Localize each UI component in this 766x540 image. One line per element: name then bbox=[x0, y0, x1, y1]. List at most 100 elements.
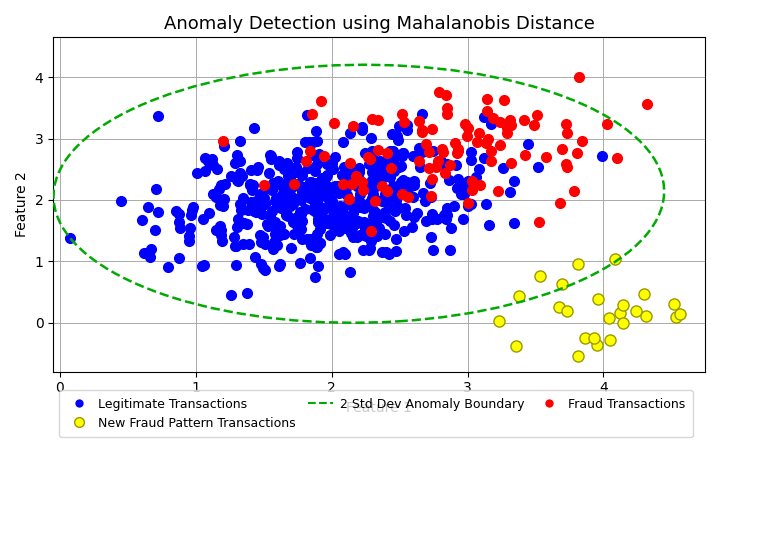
Legitimate Transactions bbox=[312, 194, 324, 203]
Legitimate Transactions bbox=[425, 210, 437, 218]
New Fraud Pattern Transactions bbox=[604, 335, 616, 344]
Legitimate Transactions bbox=[292, 166, 304, 175]
Fraud Transactions bbox=[450, 148, 463, 157]
Legitimate Transactions bbox=[401, 191, 414, 199]
Legitimate Transactions bbox=[301, 235, 313, 244]
Fraud Transactions bbox=[441, 103, 453, 112]
Legitimate Transactions bbox=[289, 168, 301, 177]
Legitimate Transactions bbox=[358, 217, 371, 226]
Legitimate Transactions bbox=[351, 218, 363, 227]
Legitimate Transactions bbox=[376, 248, 388, 256]
Legitimate Transactions bbox=[236, 172, 248, 180]
Legitimate Transactions bbox=[275, 179, 287, 188]
Fraud Transactions bbox=[601, 119, 613, 128]
Legitimate Transactions bbox=[373, 224, 385, 233]
Legitimate Transactions bbox=[388, 221, 401, 230]
Legitimate Transactions bbox=[234, 206, 247, 214]
Legitimate Transactions bbox=[293, 193, 306, 202]
Legitimate Transactions bbox=[270, 218, 282, 226]
Legitimate Transactions bbox=[368, 194, 380, 202]
Legitimate Transactions bbox=[462, 176, 474, 185]
Legitimate Transactions bbox=[64, 234, 76, 242]
Legitimate Transactions bbox=[351, 197, 363, 205]
Legitimate Transactions bbox=[378, 162, 391, 171]
Legitimate Transactions bbox=[313, 150, 325, 159]
Legitimate Transactions bbox=[216, 237, 228, 245]
Legitimate Transactions bbox=[251, 162, 264, 171]
Legitimate Transactions bbox=[345, 200, 357, 209]
Fraud Transactions bbox=[315, 96, 327, 105]
Legitimate Transactions bbox=[309, 200, 321, 208]
Fraud Transactions bbox=[385, 164, 397, 172]
Legitimate Transactions bbox=[203, 209, 215, 218]
New Fraud Pattern Transactions bbox=[640, 312, 652, 320]
Legitimate Transactions bbox=[316, 173, 329, 182]
Legitimate Transactions bbox=[323, 192, 336, 201]
Legitimate Transactions bbox=[186, 206, 198, 215]
Fraud Transactions bbox=[556, 145, 568, 153]
Legitimate Transactions bbox=[368, 156, 380, 164]
Fraud Transactions bbox=[431, 157, 444, 165]
Legitimate Transactions bbox=[373, 178, 385, 186]
Legitimate Transactions bbox=[408, 181, 420, 190]
Legitimate Transactions bbox=[384, 146, 396, 155]
Legitimate Transactions bbox=[287, 200, 300, 208]
Legitimate Transactions bbox=[355, 179, 367, 188]
Fraud Transactions bbox=[571, 149, 583, 158]
Legitimate Transactions bbox=[376, 172, 388, 181]
Legitimate Transactions bbox=[441, 160, 453, 168]
Legitimate Transactions bbox=[406, 223, 418, 232]
Legitimate Transactions bbox=[310, 243, 322, 252]
Fraud Transactions bbox=[433, 88, 445, 97]
Legitimate Transactions bbox=[389, 246, 401, 255]
Legitimate Transactions bbox=[210, 226, 222, 234]
Fraud Transactions bbox=[452, 146, 464, 155]
Legitimate Transactions bbox=[312, 217, 324, 226]
Legitimate Transactions bbox=[448, 201, 460, 210]
Legitimate Transactions bbox=[198, 260, 210, 269]
Legitimate Transactions bbox=[322, 195, 335, 204]
Legitimate Transactions bbox=[371, 158, 383, 167]
Legitimate Transactions bbox=[360, 232, 372, 241]
Fraud Transactions bbox=[611, 154, 623, 163]
Legitimate Transactions bbox=[306, 206, 319, 214]
Legitimate Transactions bbox=[388, 188, 400, 197]
Legitimate Transactions bbox=[219, 180, 231, 188]
Legitimate Transactions bbox=[351, 174, 363, 183]
Legitimate Transactions bbox=[231, 223, 243, 232]
Legitimate Transactions bbox=[267, 244, 279, 253]
Fraud Transactions bbox=[366, 115, 378, 124]
Legitimate Transactions bbox=[316, 178, 328, 186]
Legitimate Transactions bbox=[390, 196, 402, 205]
Legitimate Transactions bbox=[258, 200, 270, 208]
Legitimate Transactions bbox=[290, 147, 303, 156]
Legitimate Transactions bbox=[425, 232, 437, 241]
Legitimate Transactions bbox=[455, 185, 467, 193]
Legitimate Transactions bbox=[386, 197, 398, 205]
Legitimate Transactions bbox=[309, 166, 321, 175]
X-axis label: Feature 1: Feature 1 bbox=[346, 401, 412, 415]
Legitimate Transactions bbox=[333, 249, 345, 258]
Legitimate Transactions bbox=[152, 112, 164, 121]
Fraud Transactions bbox=[459, 119, 471, 128]
Legitimate Transactions bbox=[312, 261, 324, 270]
Legitimate Transactions bbox=[387, 181, 399, 190]
Legitimate Transactions bbox=[369, 224, 381, 232]
Legitimate Transactions bbox=[234, 169, 246, 178]
Fraud Transactions bbox=[486, 147, 498, 156]
Legitimate Transactions bbox=[362, 225, 374, 233]
Legitimate Transactions bbox=[149, 226, 161, 234]
Legitimate Transactions bbox=[225, 291, 237, 299]
Legitimate Transactions bbox=[385, 198, 397, 207]
Legitimate Transactions bbox=[346, 224, 358, 232]
Legitimate Transactions bbox=[341, 190, 353, 199]
Legitimate Transactions bbox=[205, 154, 218, 163]
Legitimate Transactions bbox=[319, 184, 332, 192]
Legitimate Transactions bbox=[290, 153, 303, 162]
Legitimate Transactions bbox=[262, 222, 274, 231]
Legitimate Transactions bbox=[295, 210, 307, 218]
Legitimate Transactions bbox=[228, 232, 240, 241]
Legitimate Transactions bbox=[277, 228, 289, 237]
Legitimate Transactions bbox=[435, 157, 447, 165]
Legitimate Transactions bbox=[343, 160, 355, 169]
